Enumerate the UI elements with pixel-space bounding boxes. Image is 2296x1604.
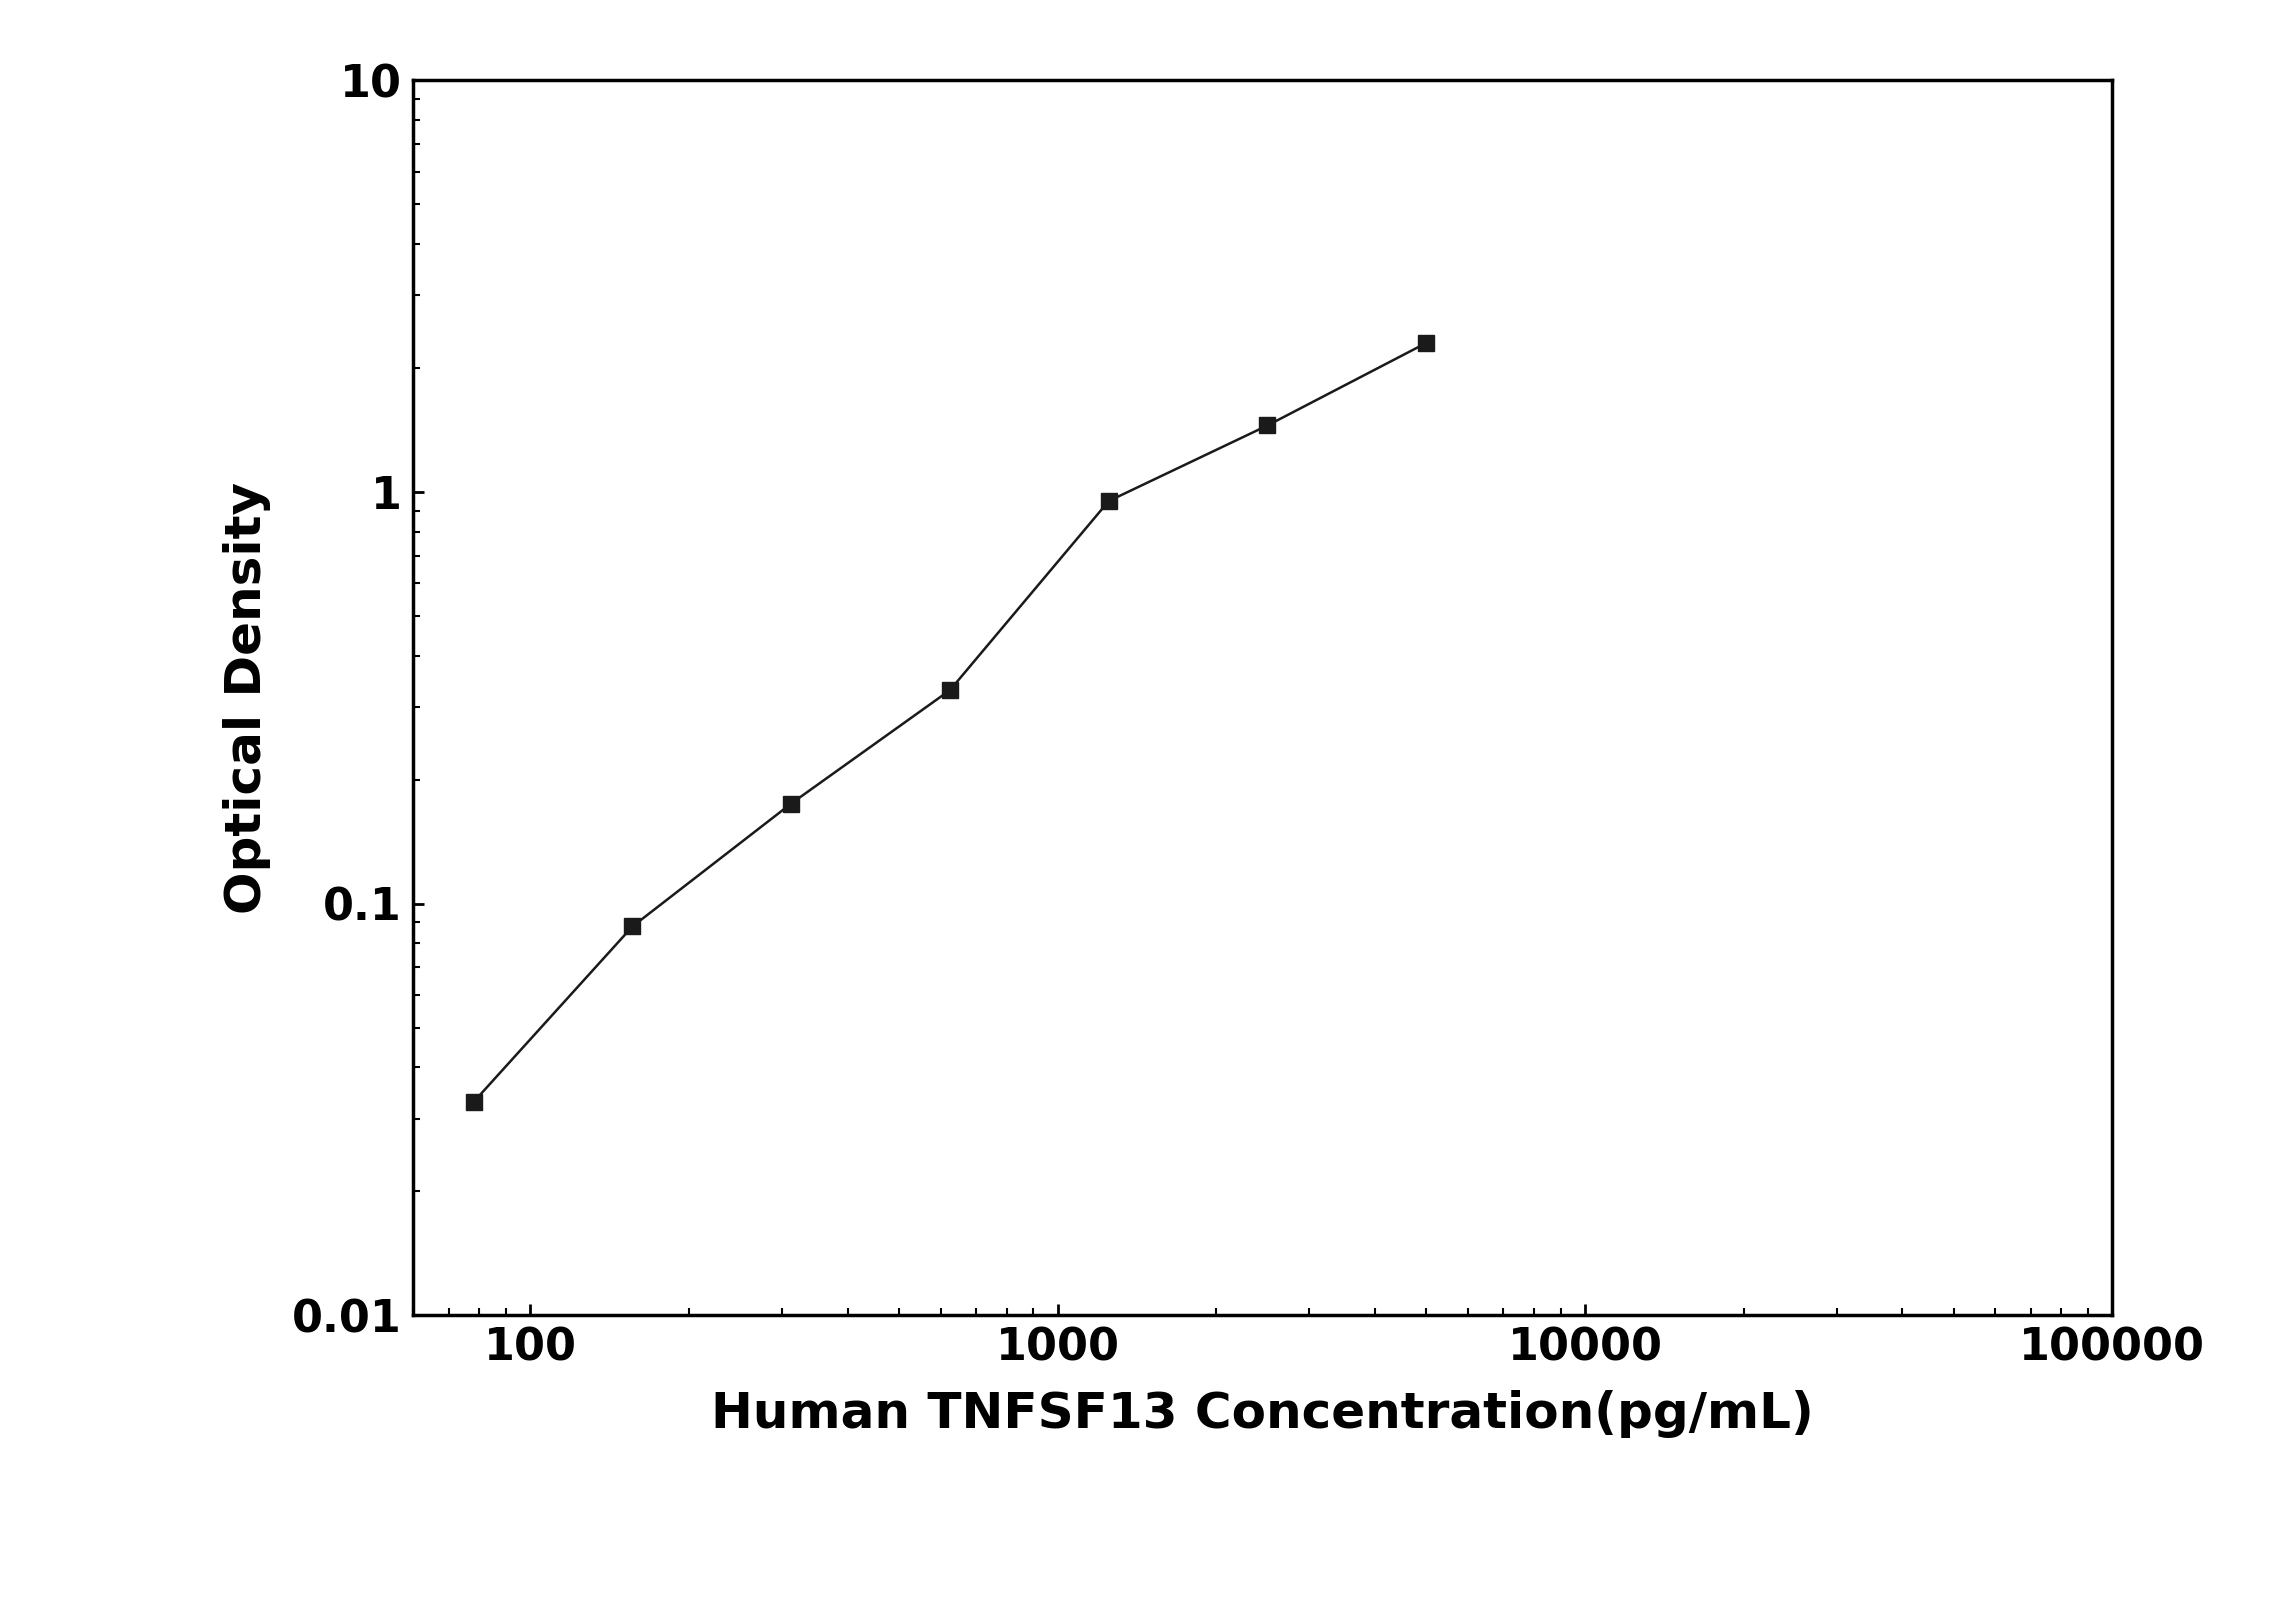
X-axis label: Human TNFSF13 Concentration(pg/mL): Human TNFSF13 Concentration(pg/mL) [712,1391,1814,1439]
Y-axis label: Optical Density: Optical Density [223,481,271,914]
